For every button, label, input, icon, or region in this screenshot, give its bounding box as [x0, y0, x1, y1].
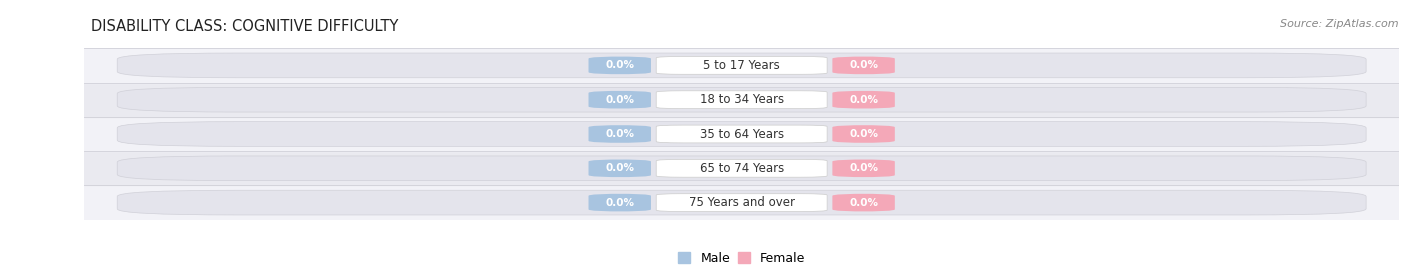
Bar — [84, 83, 1399, 117]
Text: 0.0%: 0.0% — [849, 198, 879, 208]
FancyBboxPatch shape — [589, 125, 651, 143]
Text: 65 to 74 Years: 65 to 74 Years — [700, 162, 783, 175]
FancyBboxPatch shape — [117, 156, 1367, 181]
FancyBboxPatch shape — [832, 125, 894, 143]
Text: DISABILITY CLASS: COGNITIVE DIFFICULTY: DISABILITY CLASS: COGNITIVE DIFFICULTY — [91, 19, 399, 34]
Text: 18 to 34 Years: 18 to 34 Years — [700, 93, 783, 106]
Bar — [84, 48, 1399, 83]
FancyBboxPatch shape — [117, 53, 1367, 78]
Bar — [84, 185, 1399, 220]
Text: 0.0%: 0.0% — [605, 95, 634, 105]
FancyBboxPatch shape — [117, 190, 1367, 215]
FancyBboxPatch shape — [832, 159, 894, 177]
FancyBboxPatch shape — [657, 57, 827, 74]
Text: 75 Years and over: 75 Years and over — [689, 196, 794, 209]
Text: 5 to 17 Years: 5 to 17 Years — [703, 59, 780, 72]
FancyBboxPatch shape — [589, 194, 651, 211]
FancyBboxPatch shape — [657, 91, 827, 109]
FancyBboxPatch shape — [657, 194, 827, 211]
Text: Source: ZipAtlas.com: Source: ZipAtlas.com — [1281, 19, 1399, 29]
Text: 0.0%: 0.0% — [605, 163, 634, 173]
Text: 0.0%: 0.0% — [605, 60, 634, 70]
Text: 0.0%: 0.0% — [605, 198, 634, 208]
FancyBboxPatch shape — [589, 57, 651, 74]
Text: 0.0%: 0.0% — [849, 163, 879, 173]
Bar — [84, 151, 1399, 185]
FancyBboxPatch shape — [832, 194, 894, 211]
FancyBboxPatch shape — [657, 159, 827, 177]
FancyBboxPatch shape — [657, 125, 827, 143]
Text: 0.0%: 0.0% — [849, 60, 879, 70]
FancyBboxPatch shape — [589, 91, 651, 109]
FancyBboxPatch shape — [589, 159, 651, 177]
FancyBboxPatch shape — [832, 57, 894, 74]
FancyBboxPatch shape — [117, 122, 1367, 146]
Text: 0.0%: 0.0% — [849, 95, 879, 105]
Text: 35 to 64 Years: 35 to 64 Years — [700, 128, 783, 140]
Text: 0.0%: 0.0% — [849, 129, 879, 139]
Bar — [84, 117, 1399, 151]
FancyBboxPatch shape — [832, 91, 894, 109]
Legend: Male, Female: Male, Female — [678, 252, 806, 265]
FancyBboxPatch shape — [117, 87, 1367, 112]
Text: 0.0%: 0.0% — [605, 129, 634, 139]
